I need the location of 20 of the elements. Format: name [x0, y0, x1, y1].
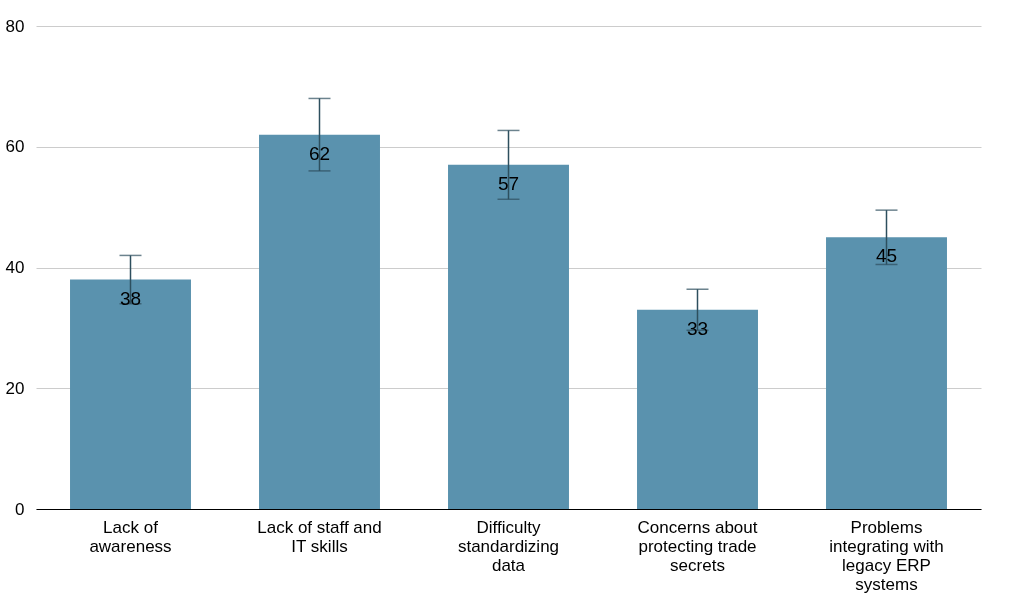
y-tick-label: 60	[5, 137, 25, 157]
y-tick-label: 40	[5, 258, 25, 277]
x-tick-label: Difficulty standardizing data	[457, 517, 560, 575]
y-tick-label: 80	[5, 16, 25, 36]
y-tick-label: 0	[15, 499, 25, 519]
data-label: 33	[686, 317, 709, 339]
bar	[826, 237, 947, 509]
x-tick-label: Concerns about protecting trade secrets	[637, 517, 758, 575]
bar	[70, 279, 191, 509]
bar	[448, 164, 569, 509]
bar	[259, 134, 380, 509]
bar	[637, 309, 758, 509]
x-tick-label: Problems integrating with legacy ERP systems	[829, 517, 944, 594]
y-tick-label: 20	[5, 378, 25, 398]
x-tick-label: Lack of awareness	[89, 517, 172, 556]
data-label: 38	[119, 287, 142, 309]
x-tick-label: Lack of staff and IT skills	[257, 517, 382, 556]
data-label: 45	[875, 245, 898, 267]
data-label: 57	[497, 172, 520, 194]
data-label: 62	[308, 142, 331, 164]
